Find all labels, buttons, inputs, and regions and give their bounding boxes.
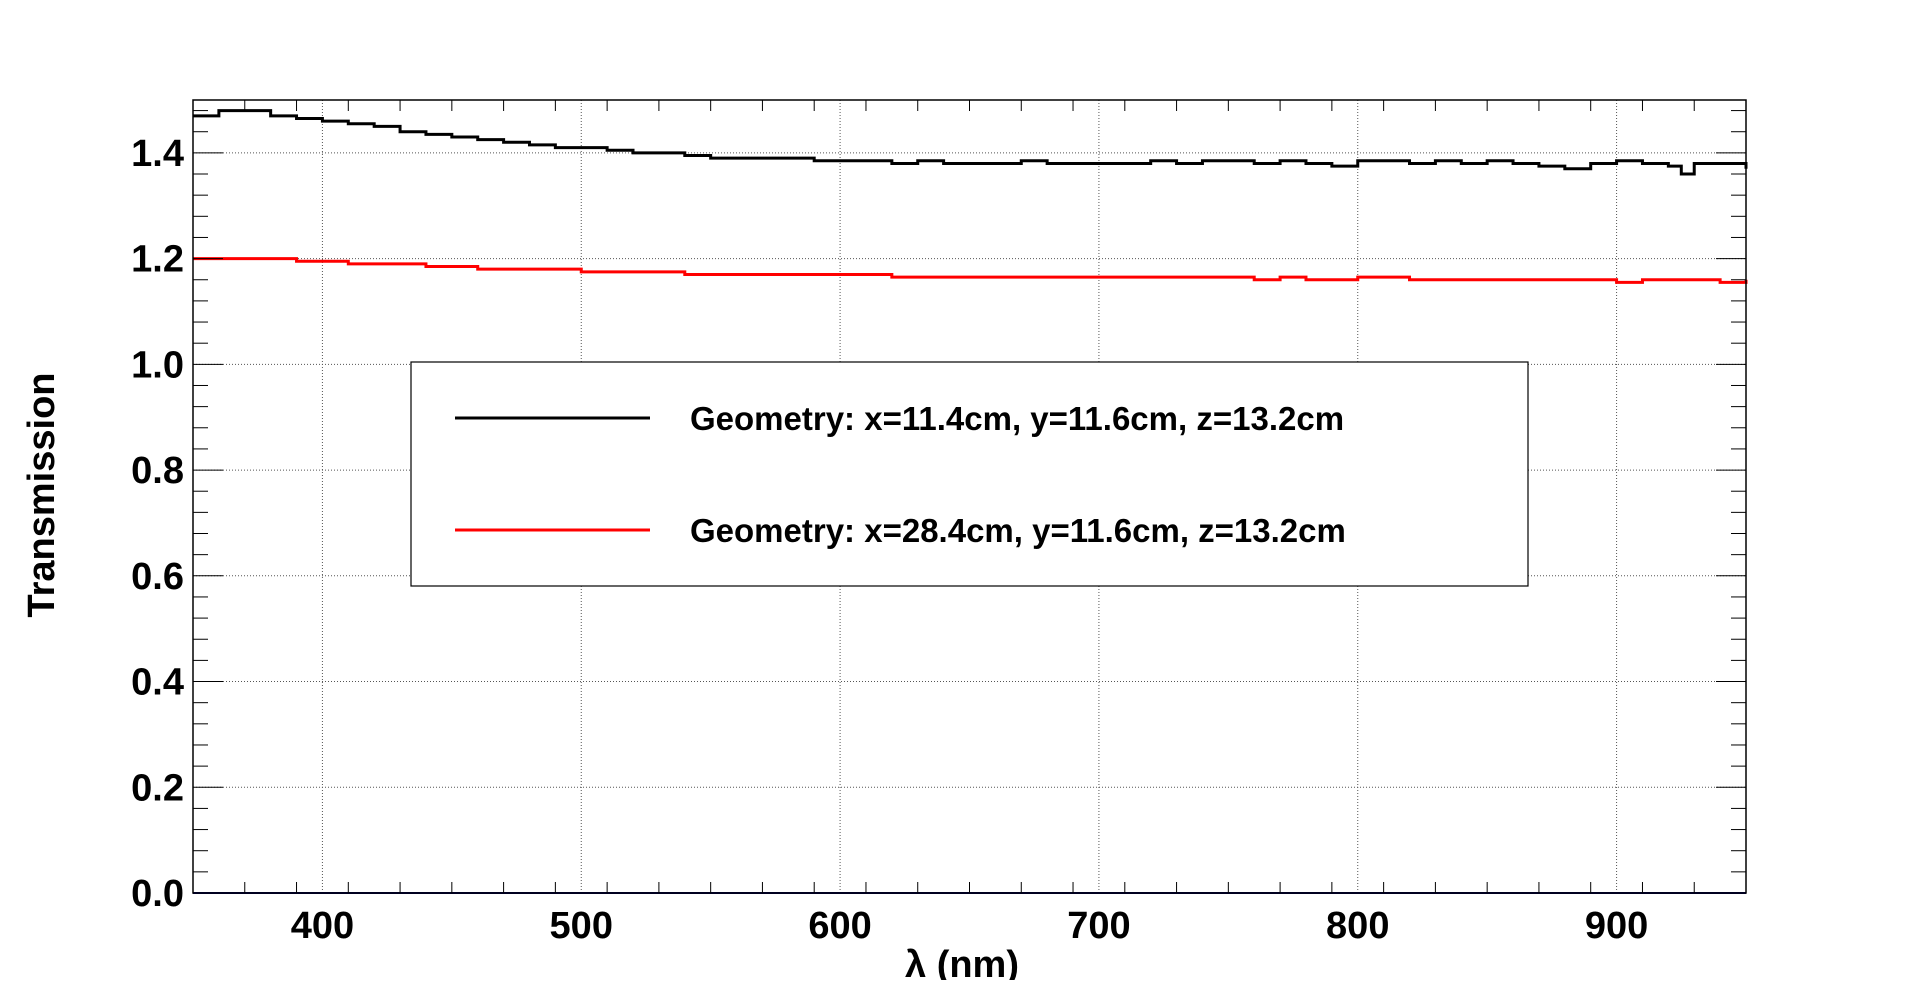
axes-layer: 400 500 600 700 800 900 0.0 0.2 0.4 0.6 0.8 1.0 1.2 1… bbox=[131, 99, 1747, 947]
x-tick-label: 600 bbox=[808, 905, 871, 947]
series-line-2 bbox=[193, 257, 1748, 284]
y-axis-title: Transmission bbox=[21, 373, 63, 618]
y-tick-label: 0.4 bbox=[131, 662, 184, 704]
y-tick-label: 1.0 bbox=[131, 344, 184, 386]
legend: Geometry: x=11.4cm, y=11.6cm, z=13.2cm Ge… bbox=[410, 361, 1529, 587]
y-tick-label: 0.0 bbox=[131, 873, 184, 915]
y-tick-label: 0.8 bbox=[131, 450, 184, 492]
x-tick-label: 700 bbox=[1067, 905, 1130, 947]
legend-box bbox=[410, 361, 1529, 587]
x-tick-label: 500 bbox=[550, 905, 613, 947]
x-tick-label: 900 bbox=[1585, 905, 1648, 947]
y-tick-label: 1.4 bbox=[131, 133, 184, 175]
y-tick-label: 0.6 bbox=[131, 556, 184, 598]
y-tick-label: 1.2 bbox=[131, 239, 184, 281]
x-tick-label: 400 bbox=[291, 905, 354, 947]
series-layer bbox=[193, 109, 1748, 284]
legend-label-1: Geometry: x=11.4cm, y=11.6cm, z=13.2cm bbox=[690, 400, 1344, 437]
series-line-1 bbox=[193, 109, 1748, 176]
y-tick-label: 0.2 bbox=[131, 767, 184, 809]
legend-label-2: Geometry: x=28.4cm, y=11.6cm, z=13.2cm bbox=[690, 512, 1346, 549]
x-axis-title: λ (nm) bbox=[905, 944, 1019, 980]
x-tick-label: 800 bbox=[1326, 905, 1389, 947]
